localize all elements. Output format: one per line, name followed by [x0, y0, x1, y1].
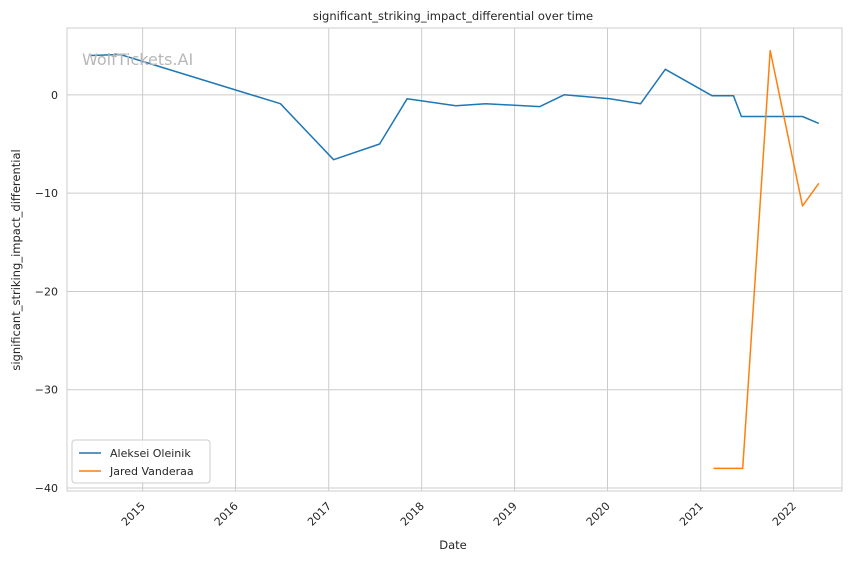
- y-tick-label: −20: [35, 285, 58, 298]
- legend-label: Aleksei Oleinik: [110, 447, 191, 460]
- series-line-aleksei-oleinik: [90, 53, 820, 161]
- x-axis-title: Date: [439, 538, 467, 552]
- y-tick-label: −40: [35, 482, 58, 495]
- series-line-jared-vanderaa: [713, 49, 820, 470]
- y-tick-label: −10: [35, 187, 58, 200]
- watermark: WolfTickets.AI: [82, 50, 193, 69]
- x-tick-label: 2015: [119, 500, 148, 529]
- x-tick-label: 2016: [212, 500, 241, 529]
- plot-area: Aleksei Oleinik Jared Vanderaa: [66, 27, 843, 492]
- x-tick-label: 2021: [677, 500, 706, 529]
- legend-box: [71, 439, 211, 484]
- x-tick-label: 2018: [398, 500, 427, 529]
- x-tick-label: 2017: [305, 500, 334, 529]
- x-tick-label: 2022: [770, 500, 799, 529]
- y-tick-label: −30: [35, 384, 58, 397]
- legend: Aleksei Oleinik Jared Vanderaa: [71, 439, 211, 484]
- plot-frame: [66, 27, 843, 492]
- x-tick-label: 2019: [491, 500, 520, 529]
- y-tick-label: 0: [51, 89, 58, 102]
- y-axis-title: significant_striking_impact_differential: [9, 149, 23, 370]
- legend-label: Jared Vanderaa: [109, 465, 194, 478]
- x-tick-label: 2020: [584, 500, 613, 529]
- chart-title: significant_striking_impact_differential…: [313, 9, 593, 23]
